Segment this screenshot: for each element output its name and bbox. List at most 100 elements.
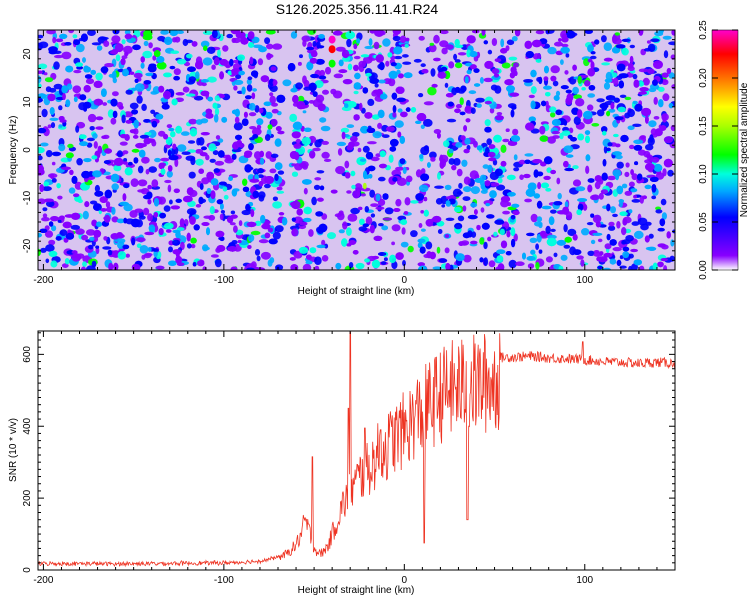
- heatmap-cell: [459, 97, 464, 106]
- heatmap-cell: [241, 86, 246, 95]
- heatmap-cell: [404, 43, 409, 48]
- heatmap-cell: [372, 89, 383, 94]
- heatmap-cell: [71, 250, 78, 255]
- heatmap-cell: [391, 224, 401, 232]
- heatmap-cell: [242, 186, 250, 192]
- heatmap-cell: [362, 223, 369, 228]
- heatmap-cell: [621, 38, 631, 43]
- heatmap-cell: [622, 218, 628, 226]
- heatmap-cell: [448, 158, 456, 165]
- heatmap-cell: [347, 63, 353, 71]
- heatmap-cell: [510, 227, 516, 237]
- heatmap-cell: [382, 134, 390, 139]
- heatmap-cell: [301, 35, 311, 42]
- heatmap-cell: [359, 102, 363, 111]
- heatmap-cell: [227, 246, 238, 252]
- heatmap-cell: [303, 127, 312, 132]
- heatmap-cell: [506, 174, 516, 181]
- heatmap-cell: [274, 162, 283, 170]
- heatmap-cell: [425, 241, 433, 250]
- heatmap-cell: [612, 151, 622, 156]
- heatmap-cell: [170, 205, 180, 210]
- heatmap-cell: [347, 101, 357, 108]
- heatmap-cell: [309, 247, 317, 254]
- heatmap-cell: [403, 72, 413, 79]
- heatmap-cell: [269, 92, 274, 97]
- heatmap-cell: [603, 82, 611, 90]
- heatmap-cell: [199, 183, 204, 190]
- heatmap-cell: [525, 122, 535, 131]
- heatmap-cell: [510, 109, 515, 118]
- heatmap-cell: [350, 170, 356, 177]
- heatmap-cell: [173, 68, 181, 76]
- heatmap-cell: [172, 143, 177, 150]
- heatmap-cell: [96, 221, 102, 227]
- heatmap-cell: [108, 262, 114, 270]
- heatmap-cell: [363, 56, 373, 64]
- heatmap-cell: [322, 89, 329, 95]
- heatmap-cell: [423, 118, 433, 127]
- heatmap-cell: [488, 260, 496, 268]
- heatmap-cell: [89, 236, 95, 241]
- heatmap-cell: [246, 267, 255, 270]
- heatmap-cell: [303, 187, 308, 195]
- heatmap-cell: [525, 188, 536, 197]
- heatmap-cell: [526, 232, 535, 237]
- heatmap-cell: [172, 229, 181, 234]
- heatmap-cell: [601, 172, 608, 181]
- heatmap-cell: [552, 80, 559, 87]
- heatmap-cell: [382, 217, 392, 221]
- heatmap-cell: [453, 53, 458, 61]
- heatmap-cell: [195, 158, 204, 166]
- heatmap-cell: [615, 44, 626, 49]
- heatmap-cell: [335, 166, 346, 175]
- heatmap-cell: [107, 249, 113, 256]
- heatmap-cell: [173, 188, 180, 194]
- heatmap-cell: [565, 30, 576, 39]
- heatmap-cell: [415, 193, 425, 201]
- heatmap-cell: [557, 192, 562, 200]
- heatmap-cell: [577, 198, 588, 202]
- heatmap-cell: [399, 35, 407, 44]
- heatmap-cell: [484, 180, 491, 187]
- heatmap-cell: [628, 209, 633, 214]
- heatmap-cell: [436, 246, 441, 254]
- heatmap-cell: [657, 243, 667, 248]
- heatmap-cell: [590, 51, 596, 55]
- heatmap-cell: [594, 39, 600, 45]
- heatmap-cell: [423, 196, 428, 202]
- heatmap-cell: [600, 189, 609, 194]
- heatmap-cell: [242, 178, 248, 186]
- heatmap-cell: [251, 127, 262, 136]
- heatmap-cell: [475, 97, 485, 103]
- heatmap-cell: [330, 189, 338, 194]
- heatmap-cell: [359, 218, 365, 225]
- heatmap-cell: [231, 71, 236, 76]
- heatmap-cell: [143, 207, 150, 216]
- heatmap-cell: [439, 160, 445, 169]
- heatmap-cell: [359, 158, 367, 162]
- heatmap-cell: [131, 87, 137, 92]
- heatmap-cell: [650, 38, 660, 43]
- heatmap-cell: [153, 212, 159, 218]
- heatmap-cell: [295, 82, 303, 90]
- heatmap-cell: [648, 233, 654, 239]
- heatmap-cell: [523, 173, 531, 179]
- heatmap-cell: [420, 210, 425, 214]
- heatmap-cell: [186, 53, 193, 59]
- heatmap-cell: [530, 100, 536, 110]
- heatmap-cell: [111, 35, 121, 43]
- heatmap-cell: [572, 179, 582, 187]
- heatmap-cell: [494, 58, 502, 62]
- heatmap-cell: [206, 227, 210, 236]
- heatmap-cell: [369, 189, 376, 198]
- heatmap-cell: [513, 167, 520, 172]
- heatmap-cell: [590, 55, 597, 60]
- heatmap-cell: [487, 49, 493, 55]
- heatmap-cell: [67, 143, 74, 149]
- heatmap-cell: [443, 140, 450, 148]
- heatmap-cell: [93, 98, 104, 106]
- figure-title: S126.2025.356.11.41.R24: [276, 1, 439, 17]
- heatmap-cell: [606, 204, 611, 211]
- heatmap-cell: [511, 105, 517, 110]
